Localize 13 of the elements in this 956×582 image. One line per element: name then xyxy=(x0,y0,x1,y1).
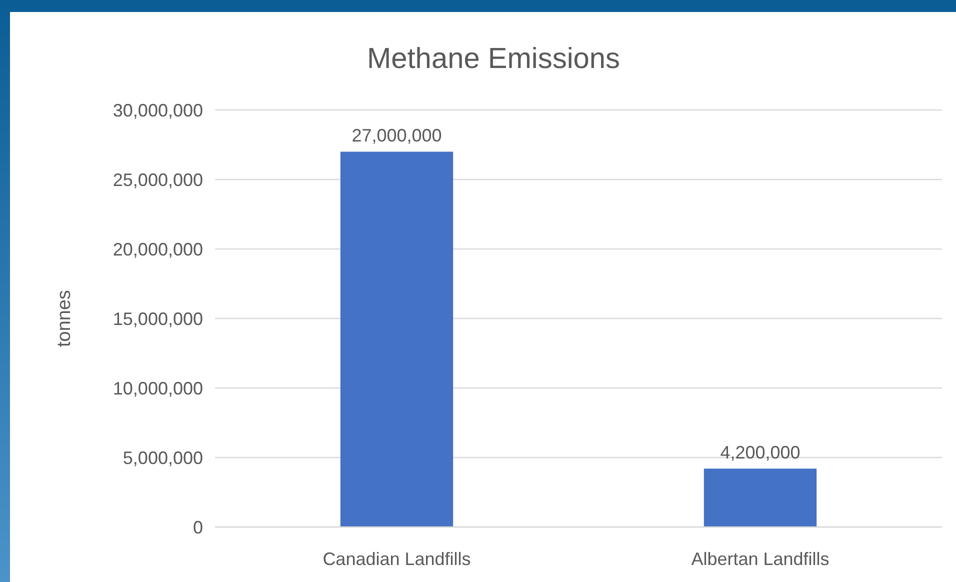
data-label: 4,200,000 xyxy=(720,442,800,463)
data-label: 27,000,000 xyxy=(352,126,442,146)
x-tick-label: Canadian Landfills xyxy=(322,549,471,569)
y-tick-label: 20,000,000 xyxy=(112,239,203,260)
y-tick-label: 30,000,000 xyxy=(112,100,203,120)
chart-title: Methane Emissions xyxy=(366,43,620,75)
y-axis-title: tonnes xyxy=(54,290,75,348)
x-tick-label: Albertan Landfills xyxy=(691,549,830,569)
y-tick-label: 15,000,000 xyxy=(112,308,203,329)
y-tick-label: 0 xyxy=(192,517,203,538)
y-tick-label: 10,000,000 xyxy=(112,378,203,398)
y-tick-label: 25,000,000 xyxy=(112,170,203,190)
y-tick-label: 5,000,000 xyxy=(122,448,203,468)
